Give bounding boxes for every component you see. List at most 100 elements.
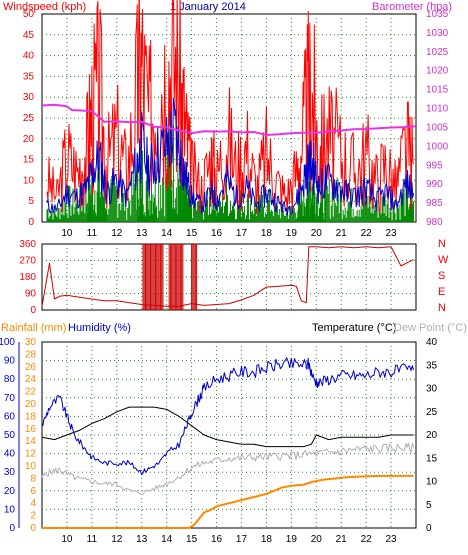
top-x-tick-label: 20: [311, 228, 323, 239]
windspeed-tick-label: 20: [23, 134, 35, 145]
rainfall-tick-label: 6: [30, 486, 36, 497]
bottom-x-tick-label: 15: [186, 534, 198, 545]
windspeed-axis-label: Windspeed (kph): [3, 1, 86, 13]
compass-label: E: [438, 286, 445, 298]
top-x-tick-label: 22: [361, 228, 373, 239]
rainfall-tick-label: 30: [25, 337, 37, 348]
direction-tick-label: 360: [19, 239, 36, 250]
top-x-tick-label: 10: [61, 228, 73, 239]
plot-area-middle: [41, 243, 417, 311]
windspeed-tick-label: 15: [23, 155, 35, 166]
top-x-tick-label: 23: [386, 228, 398, 239]
gust-line: [46, 0, 414, 215]
compass-label: N: [438, 238, 446, 250]
temperature-tick-label: 40: [426, 337, 438, 348]
barometer-tick-label: 1005: [426, 122, 449, 133]
temperature-tick-label: 30: [426, 384, 438, 395]
rain-humidity-temperature-panel: Rainfall (mm) Humidity (%) Temperature (…: [0, 322, 467, 545]
humidity-tick-label: 90: [4, 356, 16, 367]
bottom-x-tick-label: 11: [87, 534, 98, 545]
barometer-line: [41, 103, 417, 136]
bottom-x-tick-label: 20: [311, 534, 323, 545]
rainfall-tick-label: 14: [25, 436, 37, 447]
bottom-x-tick-label: 16: [211, 534, 223, 545]
rainfall-tick-label: 18: [25, 411, 37, 422]
temperature-tick-label: 0: [426, 523, 432, 534]
bottom-x-tick-label: 10: [61, 534, 73, 545]
barometer-tick-label: 1030: [426, 28, 449, 39]
barometer-tick-label: 1035: [426, 9, 449, 20]
barometer-tick-label: 990: [426, 179, 443, 190]
direction-tick-label: 0: [30, 305, 36, 316]
humidity-line: [41, 357, 414, 475]
wind-direction-line: [41, 246, 414, 307]
rainfall-tick-label: 0: [30, 523, 36, 534]
rainfall-tick-label: 24: [25, 374, 37, 385]
windspeed-tick-label: 35: [23, 71, 35, 82]
humidity-tick-label: 30: [4, 467, 16, 478]
bottom-x-tick-label: 13: [136, 534, 148, 545]
humidity-tick-label: 0: [9, 523, 15, 534]
average-wind-line: [46, 98, 414, 216]
temperature-tick-label: 10: [426, 477, 438, 488]
top-x-tick-label: 12: [111, 228, 123, 239]
windspeed-tick-label: 50: [23, 9, 35, 20]
top-x-tick-label: 16: [211, 228, 223, 239]
rainfall-tick-label: 12: [25, 449, 37, 460]
humidity-tick-label: 80: [4, 374, 16, 385]
barometer-tick-label: 995: [426, 160, 443, 171]
direction-tick-label: 270: [19, 256, 36, 267]
rainfall-tick-label: 20: [25, 399, 37, 410]
windspeed-tick-label: 40: [23, 51, 35, 62]
rainfall-tick-label: 10: [25, 461, 37, 472]
temperature-tick-label: 35: [426, 360, 438, 371]
top-x-tick-label: 14: [161, 228, 173, 239]
temperature-axis-label: Temperature (°C): [312, 322, 396, 334]
dewpoint-axis-label: Dew Point (°C): [394, 322, 467, 334]
top-x-tick-label: 13: [136, 228, 148, 239]
rainfall-tick-label: 16: [25, 424, 37, 435]
windspeed-barometer-panel: Windspeed (kph) 1 January 2014 Barometer…: [3, 0, 452, 239]
windspeed-tick-label: 0: [28, 217, 34, 228]
top-x-tick-label: 18: [261, 228, 273, 239]
humidity-tick-label: 60: [4, 411, 16, 422]
rainfall-line: [42, 474, 414, 529]
rainfall-tick-label: 2: [30, 511, 36, 522]
windspeed-tick-label: 30: [23, 92, 35, 103]
compass-label: S: [438, 270, 445, 282]
barometer-axis-label: Barometer (hpa): [372, 1, 452, 13]
temperature-tick-label: 5: [426, 500, 432, 511]
barometer-tick-label: 980: [426, 217, 443, 228]
bottom-x-tick-label: 18: [261, 534, 273, 545]
barometer-tick-label: 1020: [426, 66, 449, 77]
dewpoint-line: [41, 442, 414, 496]
bottom-x-tick-label: 21: [336, 534, 348, 545]
compass-label: W: [438, 254, 449, 266]
rainfall-tick-label: 4: [30, 498, 36, 509]
compass-label: N: [438, 302, 446, 314]
rainfall-tick-label: 26: [25, 362, 37, 373]
bottom-x-tick-label: 17: [236, 534, 248, 545]
top-x-tick-label: 17: [236, 228, 248, 239]
bottom-x-tick-label: 22: [361, 534, 373, 545]
humidity-tick-label: 100: [0, 337, 15, 348]
top-x-tick-label: 11: [87, 228, 98, 239]
barometer-tick-label: 985: [426, 198, 443, 209]
temperature-tick-label: 25: [426, 407, 438, 418]
humidity-tick-label: 20: [4, 486, 16, 497]
direction-tick-label: 180: [19, 272, 36, 283]
humidity-tick-label: 50: [4, 430, 16, 441]
temperature-tick-label: 15: [426, 453, 438, 464]
top-x-tick-label: 21: [336, 228, 348, 239]
windspeed-tick-label: 25: [23, 113, 35, 124]
windspeed-tick-label: 45: [23, 30, 35, 41]
bottom-x-tick-label: 19: [286, 534, 298, 545]
rainfall-tick-label: 8: [30, 473, 36, 484]
bottom-x-tick-label: 14: [161, 534, 173, 545]
top-x-tick-label: 15: [186, 228, 198, 239]
bottom-x-tick-label: 12: [111, 534, 123, 545]
windspeed-tick-label: 5: [28, 196, 34, 207]
chart-title: 1 January 2014: [170, 1, 246, 13]
temperature-line: [41, 406, 414, 448]
